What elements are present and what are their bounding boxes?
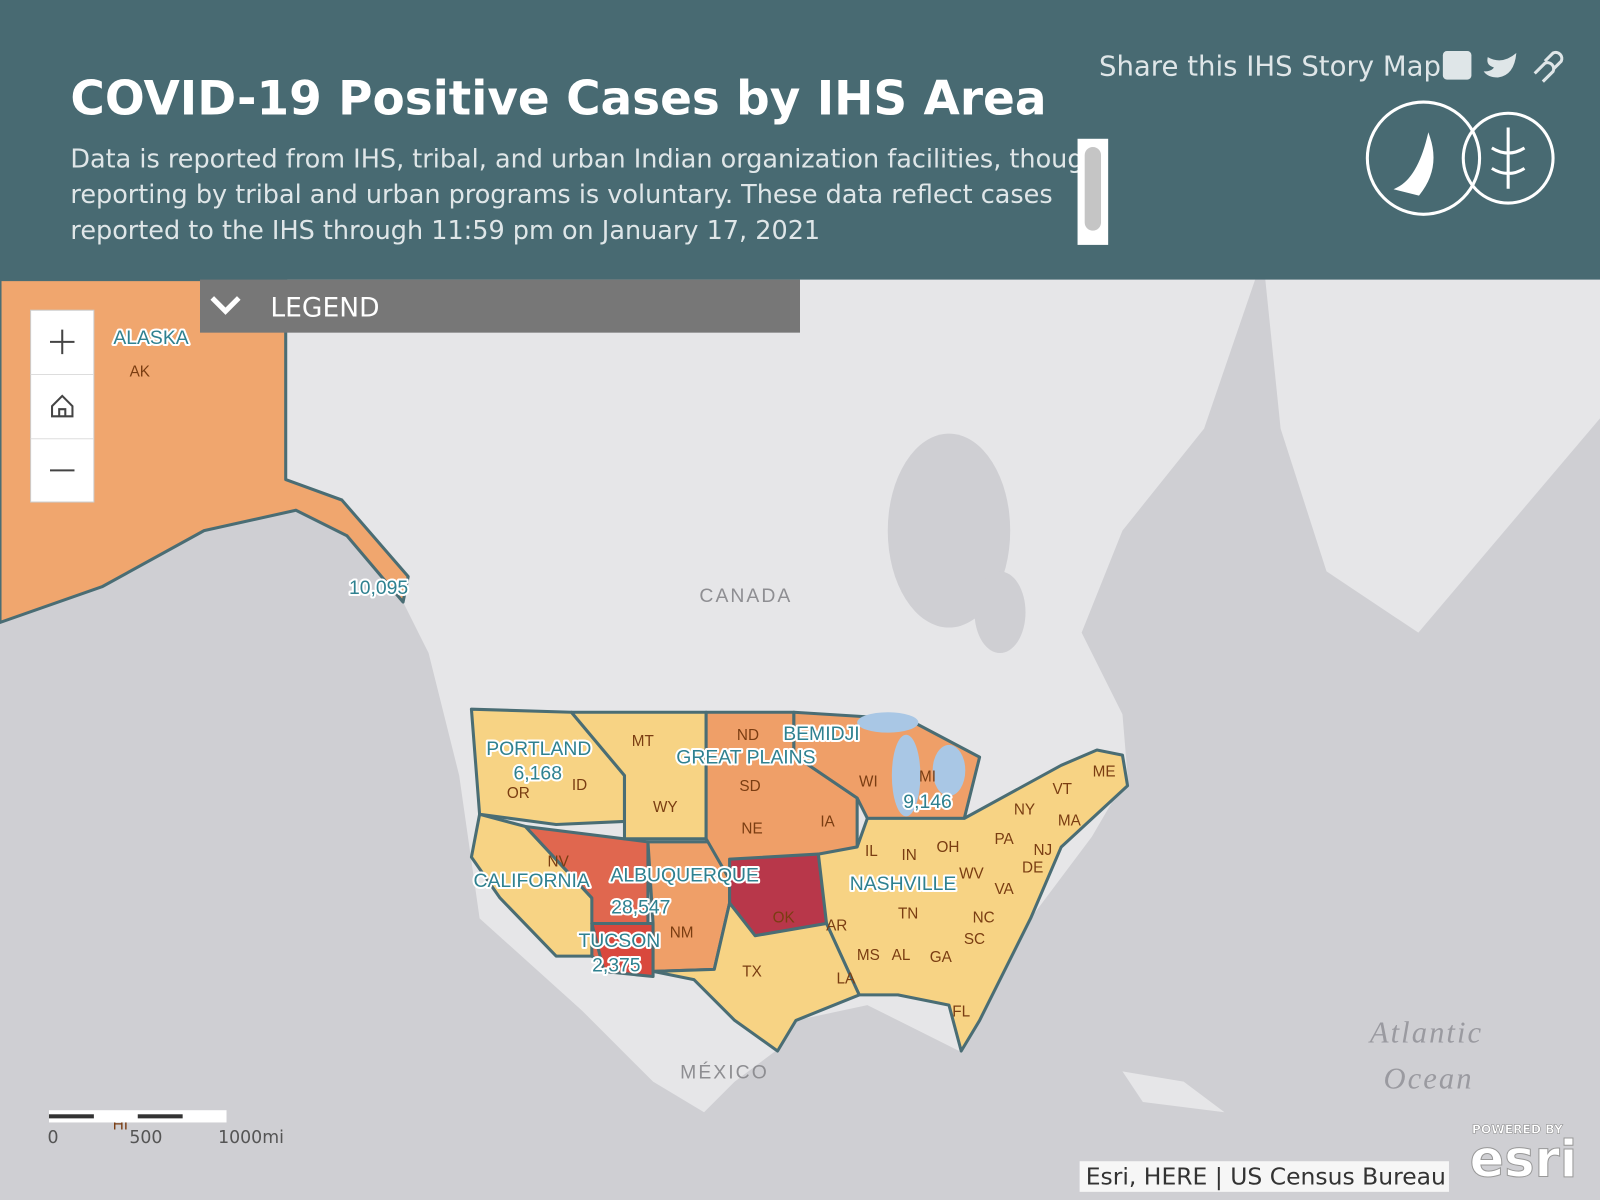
state-label: NJ	[1034, 842, 1053, 859]
scale-label: 0	[48, 1128, 59, 1148]
state-label: LA	[837, 971, 857, 988]
state-label: DE	[1022, 859, 1043, 876]
description-line: Data is reported from IHS, tribal, and u…	[70, 144, 1099, 174]
description-line: reporting by tribal and urban programs i…	[70, 180, 1052, 210]
map-labels: AK MT ND OR ID WY SD NE IA WI MI NV NM OK TX AR IL IN OH PA…	[111, 325, 1483, 1134]
ocean-label: Ocean	[1384, 1062, 1474, 1096]
state-label: MS	[857, 947, 880, 964]
area-label: BEMIDJI	[783, 723, 859, 745]
state-label: NC	[973, 909, 995, 926]
area-cases: 10,095	[349, 577, 408, 599]
region-nashville	[816, 748, 1130, 1053]
area-label: PORTLAND	[486, 738, 591, 760]
state-label: MT	[632, 733, 654, 750]
state-label: GA	[930, 949, 953, 966]
state-label: FL	[952, 1003, 970, 1020]
region-billings	[569, 710, 708, 841]
area-label: ALBUQUERQUE	[610, 865, 759, 887]
area-cases: 2,375	[592, 954, 641, 976]
link-icon[interactable]	[1533, 50, 1564, 83]
hhs-ihs-logos	[1365, 100, 1555, 216]
scale-label: 500	[129, 1128, 162, 1148]
area-label: CALIFORNIA	[473, 870, 589, 892]
esri-logo: esri	[1470, 1131, 1578, 1190]
state-label: WY	[653, 799, 678, 816]
title: COVID-19 Positive Cases by IHS Area	[70, 71, 1046, 126]
lake	[857, 712, 919, 733]
state-label: NV	[548, 853, 570, 870]
state-label: NY	[1014, 801, 1035, 818]
attribution: Esri, HERE | US Census Bureau	[1086, 1163, 1446, 1191]
state-label: WV	[959, 866, 984, 883]
description-line: reported to the IHS through 11:59 pm on …	[70, 216, 820, 246]
header-bar	[0, 0, 1600, 280]
state-label: AR	[826, 918, 847, 935]
state-label: NM	[670, 925, 694, 942]
state-label: AK	[130, 363, 151, 380]
state-label: SD	[739, 778, 760, 795]
area-label: NASHVILLE	[850, 873, 957, 895]
area-cases: 28,547	[611, 896, 670, 918]
lake	[891, 734, 921, 817]
area-cases: 9,146	[903, 791, 952, 813]
state-label: OK	[773, 909, 796, 926]
state-label: ME	[1093, 763, 1116, 780]
state-label: AL	[892, 947, 911, 964]
region-alaska	[0, 278, 410, 624]
state-label: SC	[964, 931, 985, 948]
scale-label: 1000mi	[218, 1128, 284, 1148]
area-label: ALASKA	[113, 327, 188, 349]
attribution-box	[1079, 1161, 1449, 1192]
twitter-icon[interactable]	[1483, 53, 1517, 78]
scale-bar: 0 500 1000mi	[48, 1110, 284, 1148]
state-label: TN	[898, 905, 918, 922]
state-label: WI	[859, 774, 878, 791]
esri-tagline: POWERED BY	[1472, 1123, 1563, 1137]
state-label: ND	[737, 727, 759, 744]
state-label: IN	[902, 847, 917, 864]
share-text: Share this IHS Story Map	[1099, 51, 1441, 83]
state-label: IL	[865, 843, 878, 860]
state-label: MA	[1058, 812, 1082, 829]
region-tucson	[590, 921, 655, 979]
region-texas	[651, 901, 861, 1053]
area-label: GREAT PLAINS	[676, 746, 815, 768]
facebook-icon[interactable]	[1442, 51, 1472, 80]
state-label: MI	[919, 769, 936, 786]
state-label: OH	[936, 839, 959, 856]
state-label: VA	[994, 881, 1014, 898]
state-label: TX	[742, 963, 762, 980]
legend-toggle[interactable]	[200, 279, 800, 333]
us-regions	[469, 707, 1130, 1053]
state-label: IA	[820, 813, 835, 830]
area-cases: 6,168	[514, 763, 563, 785]
chevron-icon[interactable]	[210, 296, 241, 315]
state-label: OR	[507, 785, 530, 802]
zoom-controls	[30, 309, 95, 503]
zoom-in-button[interactable]	[50, 329, 75, 355]
state-label: VT	[1052, 781, 1072, 798]
place-label: MÉXICO	[680, 1061, 769, 1084]
place-label: CANADA	[699, 585, 792, 607]
lake	[932, 744, 966, 796]
legend-label[interactable]: LEGEND	[270, 292, 379, 323]
state-label: ID	[572, 777, 587, 794]
area-label: TUCSON	[578, 930, 660, 952]
scroll-thumb[interactable]	[1084, 146, 1102, 231]
home-button[interactable]	[51, 394, 74, 418]
state-label: PA	[994, 831, 1014, 848]
ocean-label: Atlantic	[1368, 1016, 1483, 1050]
state-label: NE	[741, 821, 762, 838]
